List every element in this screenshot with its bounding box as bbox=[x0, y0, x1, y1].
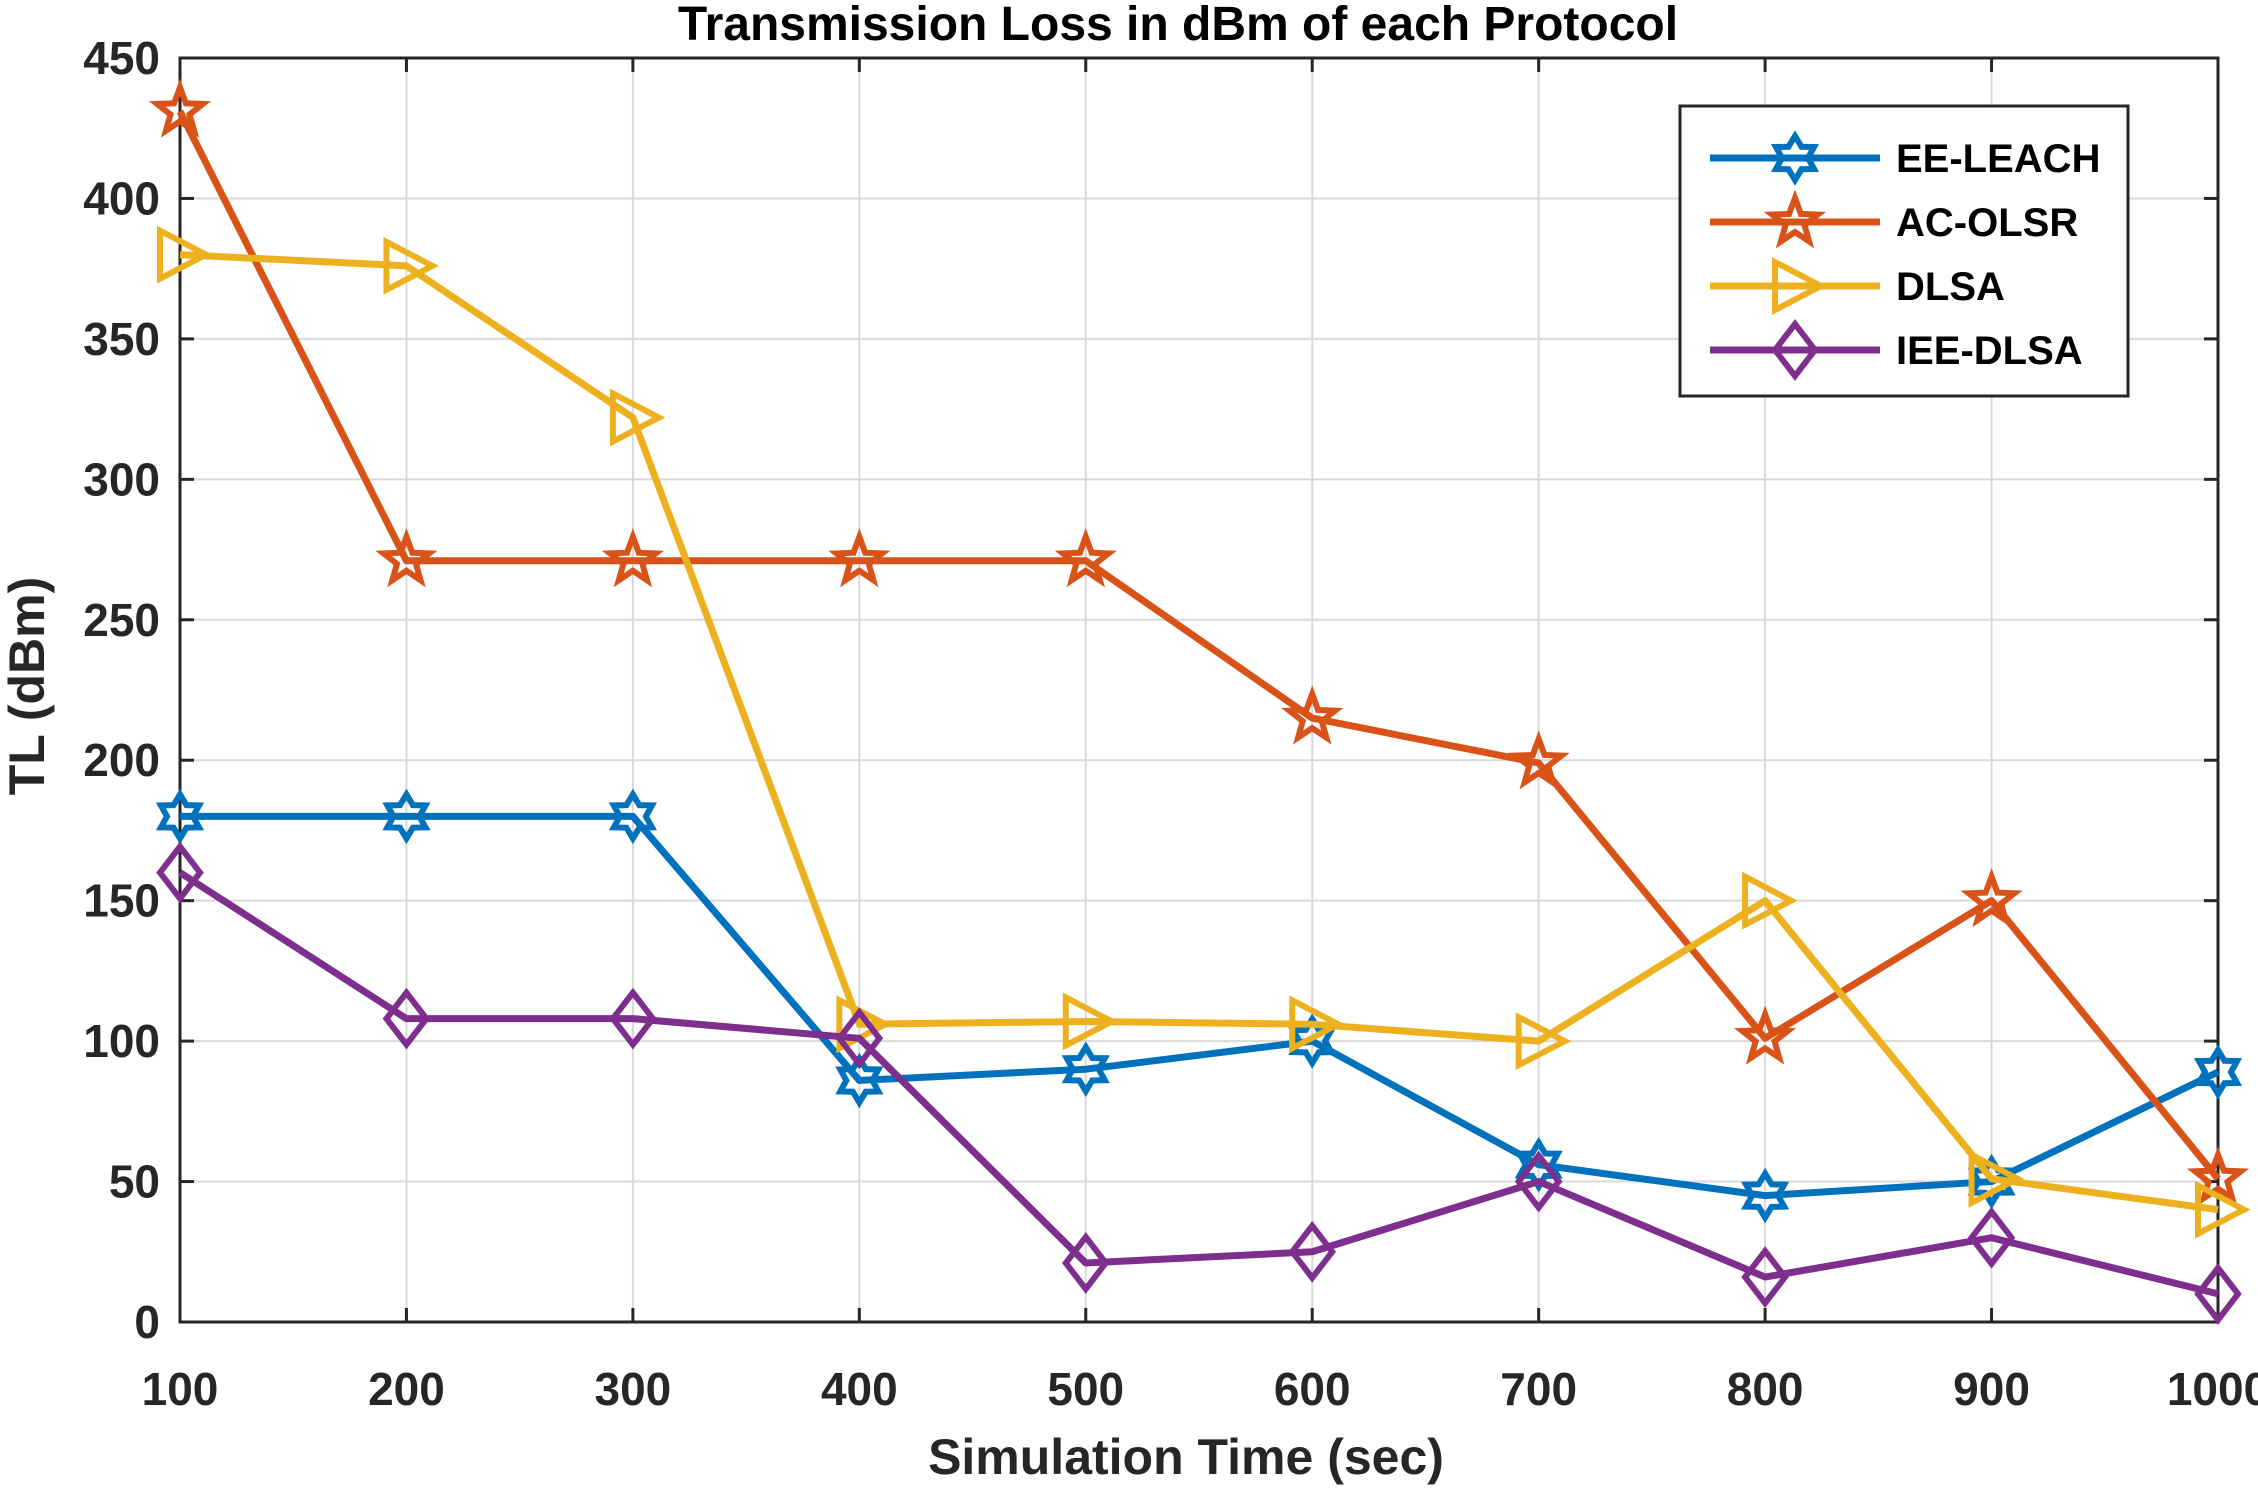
tick-labels: 100 200 300 400 500 600 700 800 900 1000 0 50 100 150… bbox=[83, 32, 2258, 1415]
y-tick-label: 50 bbox=[109, 1156, 160, 1208]
data-point-dlsa bbox=[157, 225, 213, 284]
data-point-ac-olsr bbox=[828, 528, 891, 588]
data-point-iee-dlsa bbox=[1061, 1232, 1110, 1294]
data-point-ee-leach bbox=[835, 1052, 884, 1109]
legend-entry-dlsa: DLSA bbox=[1710, 257, 2005, 315]
x-tick-label: 600 bbox=[1274, 1363, 1351, 1415]
data-point-ac-olsr bbox=[148, 78, 212, 138]
data-point-ee-leach bbox=[382, 788, 431, 845]
x-tick-label: 1000 bbox=[2167, 1363, 2258, 1415]
legend-entry-ee-leach: EE-LEACH bbox=[1710, 130, 2100, 186]
series-dlsa bbox=[157, 225, 2251, 1239]
x-tick-label: 900 bbox=[1953, 1363, 2030, 1415]
data-point-ac-olsr bbox=[1507, 730, 1570, 790]
chart-title: Transmission Loss in dBm of each Protoco… bbox=[678, 0, 1678, 51]
data-point-ee-leach bbox=[155, 788, 205, 845]
y-tick-label: 0 bbox=[134, 1296, 160, 1348]
data-point-ac-olsr bbox=[1054, 528, 1117, 588]
series-line-ac-olsr bbox=[176, 109, 2221, 1181]
y-tick-label: 300 bbox=[83, 453, 160, 505]
legend-marker-iee-dlsa bbox=[1771, 319, 1819, 381]
legend-marker-ac-olsr bbox=[1763, 189, 1827, 249]
data-point-iee-dlsa bbox=[156, 841, 204, 904]
data-point-iee-dlsa bbox=[1288, 1220, 1337, 1283]
series-iee-dlsa bbox=[156, 841, 2242, 1325]
legend-label-ee-leach: EE-LEACH bbox=[1896, 137, 2100, 181]
data-point-dlsa bbox=[609, 388, 666, 447]
x-tick-label: 800 bbox=[1727, 1363, 1804, 1415]
data-point-ac-olsr bbox=[375, 528, 438, 588]
x-axis-label: Simulation Time (sec) bbox=[928, 1429, 1444, 1485]
y-axis-label: TL (dBm) bbox=[0, 577, 55, 795]
x-tick-label: 400 bbox=[821, 1363, 898, 1415]
legend-entry-ac-olsr: AC-OLSR bbox=[1710, 189, 2078, 249]
data-point-iee-dlsa bbox=[382, 987, 431, 1050]
data-point-ee-leach bbox=[608, 788, 657, 845]
data-point-ac-olsr bbox=[601, 528, 664, 588]
data-point-dlsa bbox=[1968, 1149, 2025, 1208]
data-point-iee-dlsa bbox=[1967, 1206, 2016, 1269]
legend: EE-LEACH AC-OLSR DLSA IEE-DLSA bbox=[1678, 104, 2130, 398]
y-tick-label: 450 bbox=[83, 32, 160, 84]
data-point-ee-leach bbox=[1061, 1041, 1110, 1097]
plot-frame bbox=[178, 56, 2220, 1324]
series-ac-olsr bbox=[148, 78, 2250, 1206]
data-point-ac-olsr bbox=[2186, 1146, 2250, 1206]
data-point-iee-dlsa bbox=[609, 987, 657, 1050]
data-point-iee-dlsa bbox=[1741, 1246, 1789, 1308]
data-point-dlsa bbox=[1062, 992, 1119, 1051]
series-line-ee-leach bbox=[180, 812, 2220, 1200]
x-tick-label: 500 bbox=[1047, 1363, 1124, 1415]
legend-label-iee-dlsa: IEE-DLSA bbox=[1896, 329, 2083, 373]
y-tick-label: 150 bbox=[83, 875, 160, 927]
data-point-ac-olsr bbox=[1734, 1005, 1797, 1065]
y-tick-label: 250 bbox=[83, 594, 160, 646]
x-tick-label: 100 bbox=[142, 1363, 219, 1415]
data-point-ee-leach bbox=[1741, 1167, 1790, 1224]
legend-marker-ee-leach bbox=[1770, 130, 1820, 186]
series-line-iee-dlsa bbox=[178, 869, 2219, 1298]
data-point-ac-olsr bbox=[1960, 868, 2023, 928]
data-point-dlsa bbox=[1289, 995, 1345, 1054]
y-tick-label: 400 bbox=[83, 172, 160, 224]
data-point-iee-dlsa bbox=[835, 1007, 884, 1070]
legend-label-dlsa: DLSA bbox=[1896, 265, 2005, 309]
data-point-dlsa bbox=[383, 236, 439, 295]
data-point-dlsa bbox=[1515, 1012, 1572, 1071]
legend-entry-iee-dlsa: IEE-DLSA bbox=[1710, 319, 2083, 381]
x-tick-label: 700 bbox=[1500, 1363, 1577, 1415]
data-point-dlsa bbox=[1742, 871, 1798, 930]
series-group bbox=[148, 78, 2251, 1325]
data-point-iee-dlsa bbox=[1514, 1150, 1563, 1213]
data-point-ac-olsr bbox=[1281, 685, 1344, 745]
legend-marker-dlsa bbox=[1772, 257, 1828, 315]
y-tick-label: 100 bbox=[83, 1015, 160, 1067]
series-line-dlsa bbox=[179, 251, 2219, 1214]
x-tick-label: 200 bbox=[368, 1363, 445, 1415]
legend-label-ac-olsr: AC-OLSR bbox=[1896, 201, 2078, 245]
data-point-dlsa bbox=[2195, 1180, 2251, 1239]
x-tick-label: 300 bbox=[595, 1363, 672, 1415]
data-point-ee-leach bbox=[2193, 1044, 2243, 1100]
data-point-ee-leach bbox=[1514, 1136, 1563, 1193]
data-point-iee-dlsa bbox=[2194, 1262, 2242, 1325]
y-tick-label: 350 bbox=[83, 313, 160, 365]
y-tick-label: 200 bbox=[83, 734, 160, 786]
